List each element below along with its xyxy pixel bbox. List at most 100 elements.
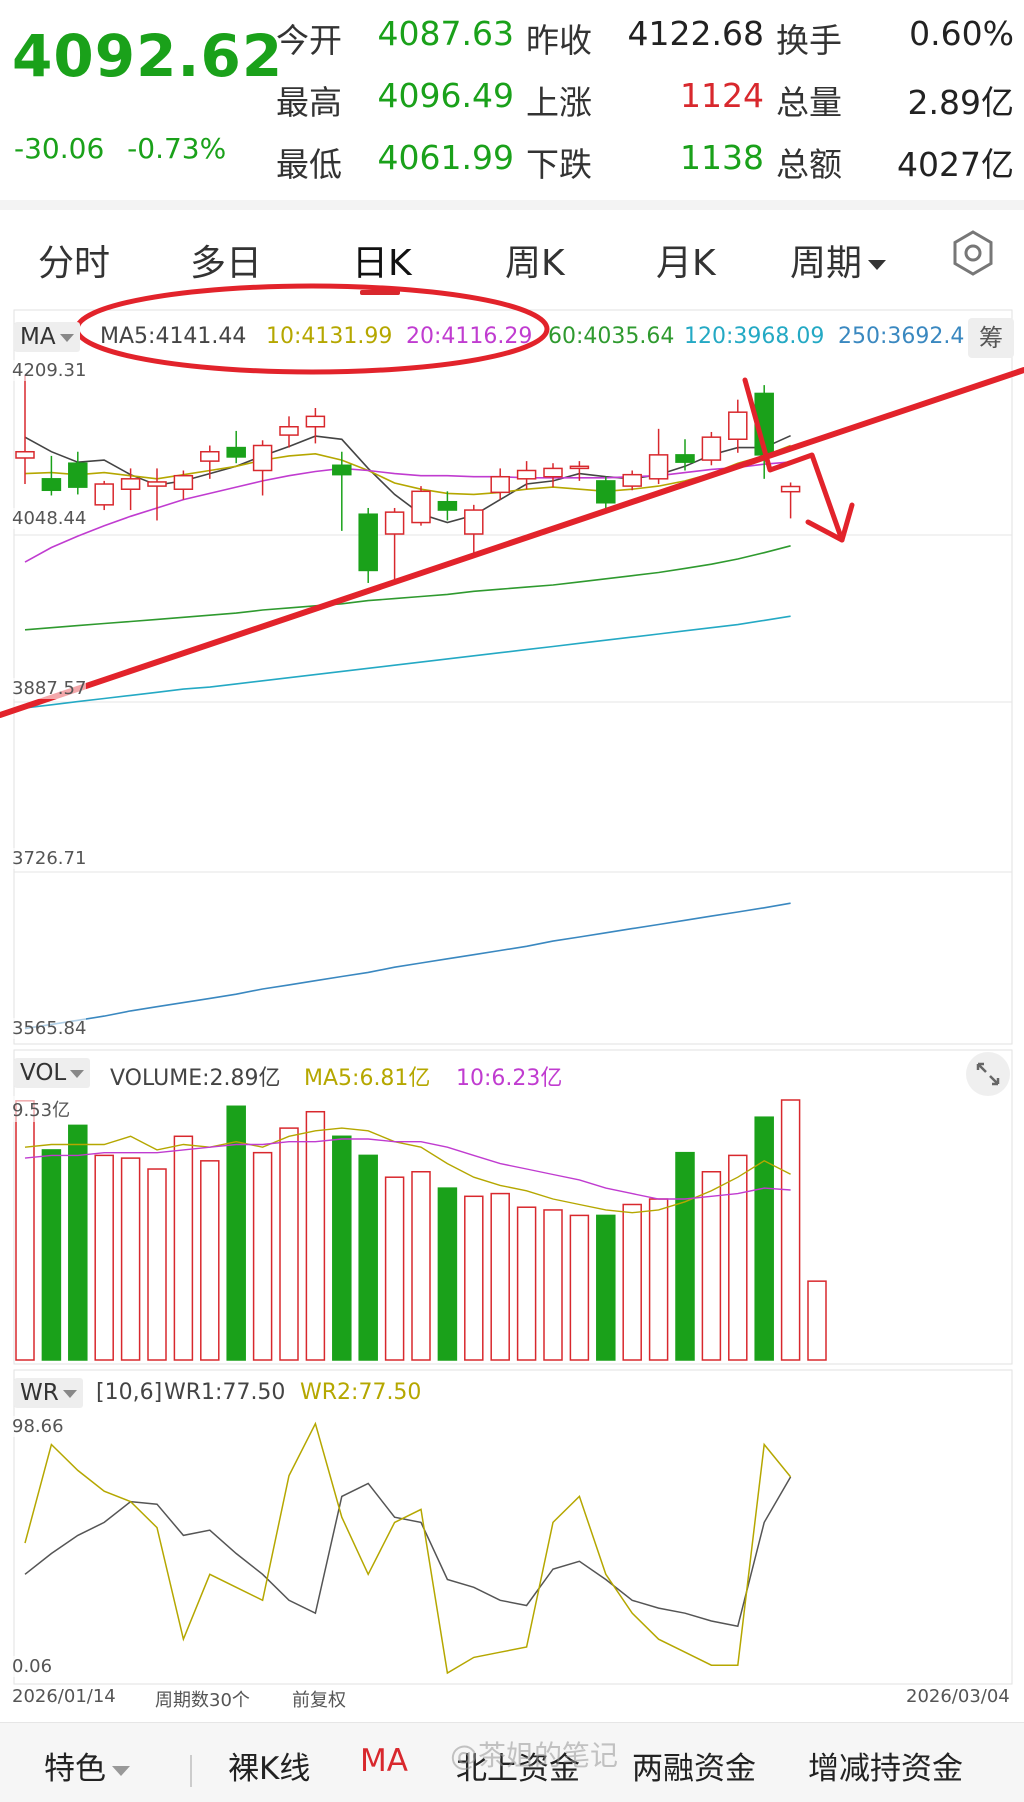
stat-label: 总额	[776, 145, 842, 184]
expand-icon[interactable]	[966, 1052, 1010, 1096]
candle-body	[332, 464, 352, 476]
candle-body	[780, 485, 801, 493]
tab-minute[interactable]: 分时	[38, 243, 111, 284]
candle-body	[15, 450, 35, 459]
candle-body	[279, 426, 299, 436]
volume-bar	[94, 1154, 114, 1361]
chart-frame	[13, 1049, 1013, 1365]
volume-axis-label: 9.53亿	[12, 1096, 71, 1122]
stat-label: 上涨	[526, 83, 592, 122]
wr-indicator-select[interactable]: WR	[14, 1378, 83, 1408]
tab-period[interactable]: 周期	[790, 234, 887, 286]
toolbar-ma[interactable]: MA	[360, 1743, 408, 1779]
candle-body	[437, 500, 458, 511]
volume-bar	[569, 1214, 590, 1361]
candle-body	[490, 475, 510, 494]
candle-body	[173, 474, 194, 490]
volume-bar	[411, 1171, 431, 1361]
volume-bar	[147, 1168, 167, 1361]
ma120-line	[24, 615, 791, 709]
candle-body	[120, 478, 141, 490]
candle-body	[648, 454, 669, 480]
volume-bar	[279, 1127, 299, 1361]
candle-body	[41, 478, 62, 492]
last-price: 4092.62	[12, 22, 284, 90]
change-value: -30.06	[14, 132, 105, 165]
volume-bar	[543, 1209, 563, 1361]
toolbar-feature-label: 特色	[44, 1751, 106, 1787]
tab-multi-day[interactable]: 多日	[190, 243, 263, 284]
toolbar-holdings-change[interactable]: 增减持资金	[808, 1751, 963, 1787]
stat-label: 下跌	[526, 145, 592, 184]
adjust-mode[interactable]: 前复权	[292, 1686, 346, 1712]
ma10-line	[24, 444, 791, 496]
toolbar-naked-k[interactable]: 裸K线	[228, 1751, 311, 1787]
legend-ma250: 250:3692.4	[838, 324, 965, 349]
volume-bar	[41, 1149, 62, 1361]
candle-body	[68, 462, 88, 488]
tab-daily-k[interactable]: 日K	[352, 243, 412, 284]
volume-bar	[490, 1192, 510, 1361]
stat-value: 2.89亿	[907, 83, 1014, 122]
price-axis-label: 4048.44	[12, 508, 87, 529]
legend-vol-ma10: 10:6.23亿	[456, 1066, 563, 1091]
vol-indicator-select[interactable]: VOL	[14, 1058, 91, 1088]
change-percent: -0.73%	[127, 132, 227, 165]
annotation-arrowhead	[805, 502, 855, 543]
stat-value: 4061.99	[377, 138, 514, 177]
candle-body	[464, 509, 484, 535]
quote-header: 4092.62 -30.06 -0.73% 今开 4087.63 昨收 4122.68…	[0, 0, 1024, 205]
volume-bar	[675, 1151, 695, 1361]
candle-body	[147, 481, 167, 487]
toolbar-northbound[interactable]: 北上资金	[456, 1751, 580, 1787]
legend-ma10: 10:4131.99	[266, 324, 393, 349]
volume-bar	[648, 1198, 669, 1361]
stat-label: 最高	[276, 83, 342, 122]
legend-vol-ma5: MA5:6.81亿	[304, 1066, 431, 1091]
volume-bar	[358, 1154, 378, 1361]
period-count: 周期数30个	[155, 1686, 250, 1712]
stat-label: 最低	[276, 145, 342, 184]
candle-body	[305, 415, 326, 428]
volume-bar	[68, 1124, 88, 1361]
price-axis-label: 3887.57	[12, 678, 87, 699]
chevron-down-icon	[112, 1765, 130, 1776]
legend-wr-params: [10,6]	[96, 1380, 163, 1405]
chip-distribution-button[interactable]: 筹	[968, 318, 1014, 358]
legend-ma5: MA5:4141.44	[100, 324, 247, 349]
ma-indicator-label: MA	[20, 324, 56, 350]
candle-body	[675, 454, 695, 463]
ma250-line	[24, 902, 791, 1030]
tab-weekly-k[interactable]: 周K	[505, 243, 565, 284]
watermark: @茶姐的笔记	[450, 1739, 619, 1772]
vol-indicator-label: VOL	[20, 1060, 67, 1086]
volume-bar	[384, 1176, 405, 1361]
volume-bar	[252, 1151, 273, 1361]
wr-axis-label: 98.66	[12, 1416, 64, 1437]
stat-value: 4096.49	[377, 76, 514, 115]
vol-ma5-line	[24, 1127, 791, 1214]
ma-indicator-select[interactable]: MA	[14, 322, 80, 352]
volume-bar	[622, 1203, 642, 1361]
volume-bar	[120, 1157, 141, 1361]
wr-indicator-label: WR	[20, 1380, 59, 1406]
toolbar-feature[interactable]: 特色	[44, 1743, 130, 1788]
legend-volume: VOLUME:2.89亿	[110, 1066, 281, 1091]
stat-value: 1124	[680, 76, 764, 115]
legend-wr1: WR1:77.50	[164, 1380, 286, 1405]
divider	[0, 200, 1024, 210]
volume-bar	[15, 1100, 35, 1361]
tab-monthly-k[interactable]: 月K	[656, 243, 716, 284]
volume-bar	[701, 1171, 722, 1361]
toolbar-margin[interactable]: 两融资金	[632, 1751, 756, 1787]
stat-value: 0.60%	[909, 14, 1014, 53]
candle-body	[411, 490, 431, 524]
wr-axis-label: 0.06	[12, 1656, 53, 1677]
kline-chart[interactable]	[0, 0, 1024, 1722]
annotation-trendline	[0, 367, 1024, 718]
volume-bar	[437, 1187, 458, 1361]
candle-body	[358, 513, 378, 572]
settings-icon[interactable]	[948, 228, 998, 278]
legend-ma20: 20:4116.29	[406, 324, 533, 349]
volume-bar	[332, 1135, 352, 1361]
